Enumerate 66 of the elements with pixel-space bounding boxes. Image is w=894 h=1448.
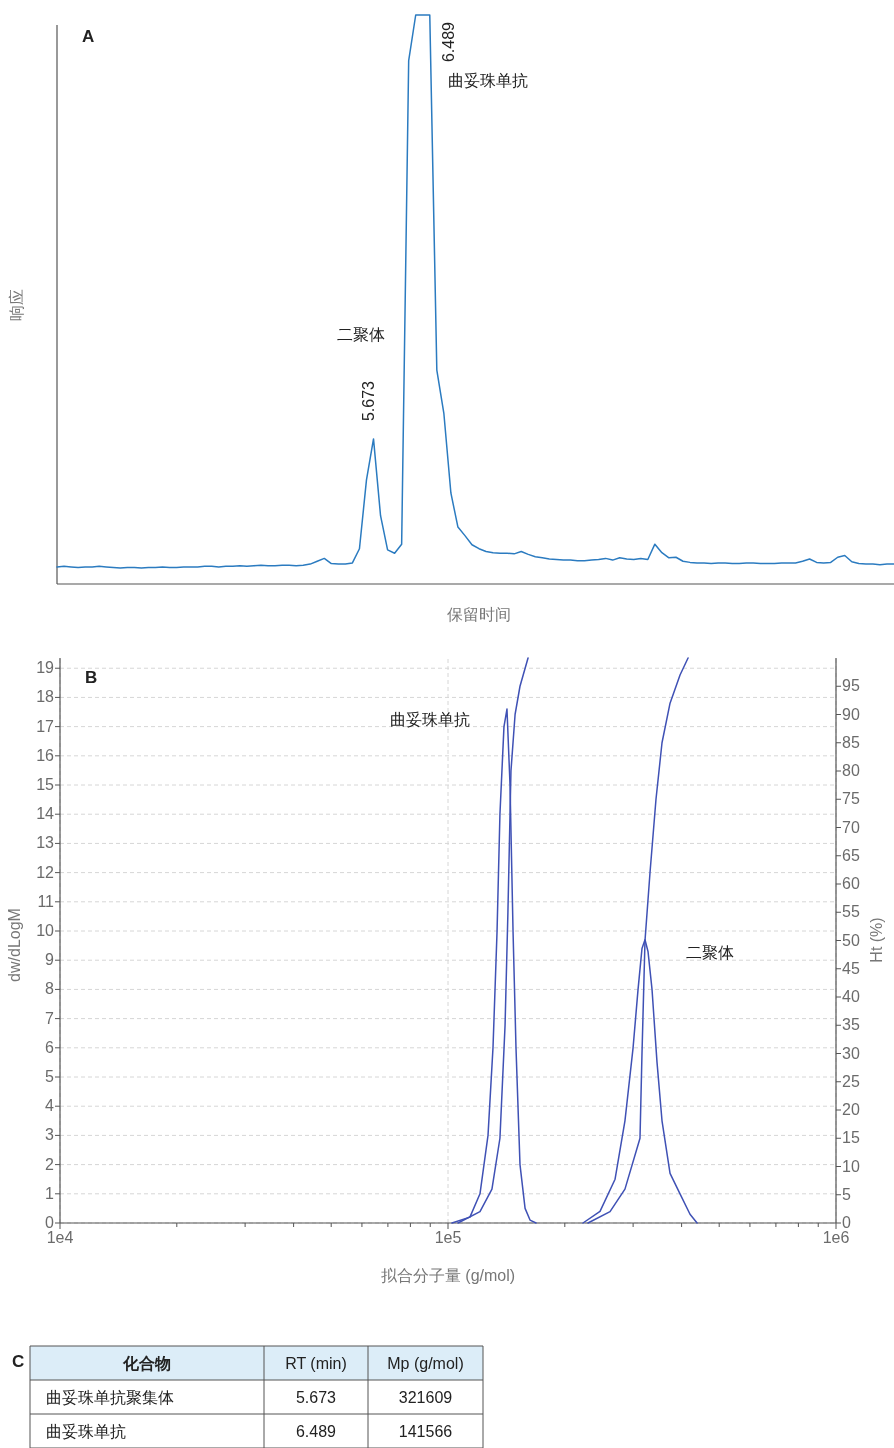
x-axis-title: 拟合分子量 (g/mol) [380, 1267, 516, 1284]
category-label: Mp (g/mol) [387, 1355, 464, 1372]
y-tick-label: 10 [36, 922, 55, 940]
x-tick-label: 1e5 [434, 1229, 462, 1246]
y2-tick-label: 85 [842, 733, 860, 751]
y-tick-label: 3 [45, 1126, 55, 1144]
y2-tick-label: 0 [842, 1214, 851, 1231]
y-tick-label: 5 [45, 1068, 55, 1086]
text: 5.673 [295, 1389, 337, 1406]
annotation: 5.673 [360, 380, 377, 422]
y2-tick-label: 75 [842, 790, 860, 808]
annotation: 6.489 [440, 21, 457, 63]
y-tick-label: 1 [45, 1184, 55, 1202]
y2-tick-label: 65 [842, 846, 860, 864]
y2-tick-label: 35 [842, 1016, 860, 1034]
y2-tick-label: 45 [842, 959, 860, 977]
annotation: 二聚体 [337, 326, 385, 343]
y-tick-label: 6 [45, 1038, 55, 1056]
y-tick-label: 9 [45, 951, 55, 969]
y2-tick-label: 55 [842, 903, 860, 921]
y-tick-label: 2 [45, 1155, 55, 1173]
y2-tick-label: 40 [842, 988, 860, 1005]
y-axis-title: 响应 [8, 289, 25, 321]
text: 141566 [398, 1423, 453, 1440]
y2-tick-label: 25 [842, 1072, 860, 1090]
x-axis-title: 保留时间 [447, 606, 511, 623]
category-label: 化合物 [122, 1355, 171, 1372]
text: C [12, 1352, 25, 1371]
y2-tick-label: 5 [842, 1185, 851, 1203]
y2-tick-label: 20 [842, 1101, 860, 1118]
y-tick-label: 18 [36, 688, 55, 706]
y2-tick-label: 15 [842, 1129, 860, 1147]
y2-tick-label: 30 [842, 1044, 860, 1062]
y-tick-label: 0 [45, 1214, 55, 1231]
text: B [85, 668, 98, 687]
y2-axis-title: Ht (%) [868, 917, 885, 963]
y-tick-label: 11 [37, 892, 55, 910]
y2-tick-label: 50 [842, 931, 860, 949]
y-tick-label: 12 [36, 863, 55, 881]
y-axis-title: dw/dLogM [6, 908, 23, 982]
y-tick-label: 17 [36, 717, 55, 735]
y-tick-label: 13 [36, 834, 55, 852]
y2-tick-label: 60 [842, 875, 860, 892]
annotation: 曲妥珠单抗 [448, 72, 528, 89]
y-tick-label: 4 [45, 1097, 55, 1115]
x-tick-label: 1e6 [822, 1229, 850, 1246]
annotation: 曲妥珠单抗 [390, 711, 470, 728]
y-tick-label: 19 [36, 659, 55, 677]
x-tick-label: 1e4 [46, 1229, 74, 1246]
text: 321609 [398, 1389, 453, 1406]
y-tick-label: 16 [36, 746, 55, 764]
category-label: RT (min) [285, 1355, 347, 1372]
y-tick-label: 7 [45, 1009, 55, 1027]
category-label: 曲妥珠单抗 [46, 1423, 126, 1440]
y2-tick-label: 95 [842, 677, 860, 695]
y2-tick-label: 10 [842, 1157, 860, 1175]
y2-tick-label: 70 [842, 818, 860, 836]
y-tick-label: 15 [36, 776, 55, 794]
y2-tick-label: 90 [842, 705, 860, 723]
y2-tick-label: 80 [842, 762, 860, 779]
y-tick-label: 8 [45, 980, 55, 998]
annotation: 二聚体 [686, 944, 734, 961]
category-label: 曲妥珠单抗聚集体 [46, 1389, 174, 1406]
text: 6.489 [295, 1423, 337, 1440]
text: A [82, 27, 95, 46]
y-tick-label: 14 [36, 805, 55, 823]
